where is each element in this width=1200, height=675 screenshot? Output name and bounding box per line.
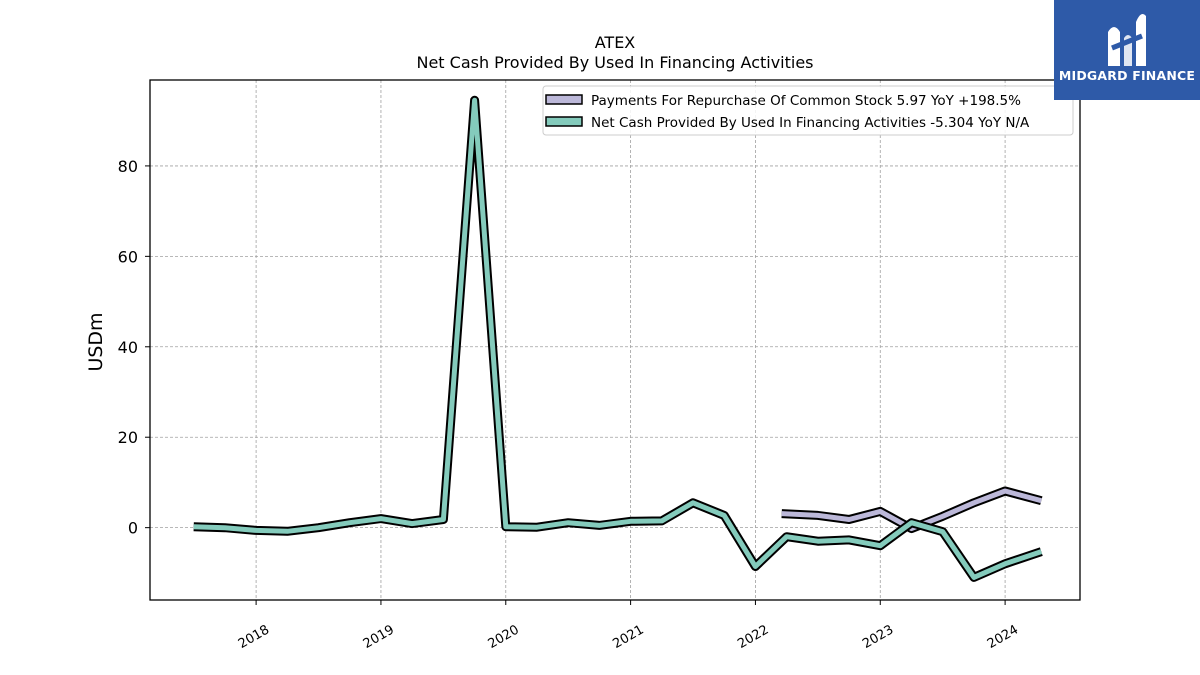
plot-frame — [149, 79, 1081, 601]
y-tick-label: 80 — [118, 157, 138, 176]
series-line-1 — [193, 97, 1043, 580]
chart-subtitle: Net Cash Provided By Used In Financing A… — [416, 53, 813, 72]
x-tick-label: 2018 — [236, 622, 272, 652]
x-tick-label: 2021 — [610, 622, 646, 652]
legend-label-financing: Net Cash Provided By Used In Financing A… — [591, 115, 1030, 131]
x-tick-label: 2020 — [486, 622, 522, 652]
x-tick-label: 2023 — [860, 622, 896, 652]
legend-label-repurchase: Payments For Repurchase Of Common Stock … — [591, 93, 1021, 109]
midgard-finance-logo: MIDGARD FINANCE — [1054, 0, 1200, 100]
y-tick-label: 40 — [118, 338, 138, 357]
y-tick-label: 0 — [128, 519, 138, 538]
x-tick-label: 2024 — [985, 622, 1021, 652]
series-lines — [193, 95, 1043, 582]
grid — [150, 80, 1080, 600]
x-tick-label: 2022 — [735, 622, 771, 652]
legend-box — [542, 85, 1074, 136]
chart-title: ATEX — [595, 33, 636, 52]
series-line-0 — [781, 488, 1042, 532]
axis-ticks: 0 20 40 60 80 2018 2019 2020 2021 2022 2023 2024 — [118, 157, 1021, 652]
legend: Payments For Repurchase Of Common Stock … — [542, 85, 1074, 136]
legend-swatch-financing — [545, 116, 583, 127]
logo-text: MIDGARD FINANCE — [1058, 68, 1196, 83]
x-tick-label: 2019 — [361, 622, 397, 652]
y-axis-label: USDm — [85, 312, 107, 371]
series-outline-1 — [193, 95, 1043, 582]
legend-swatch-repurchase — [545, 94, 583, 105]
y-tick-label: 60 — [118, 247, 138, 266]
y-tick-label: 20 — [118, 428, 138, 447]
logo-mark-icon — [1108, 14, 1146, 66]
